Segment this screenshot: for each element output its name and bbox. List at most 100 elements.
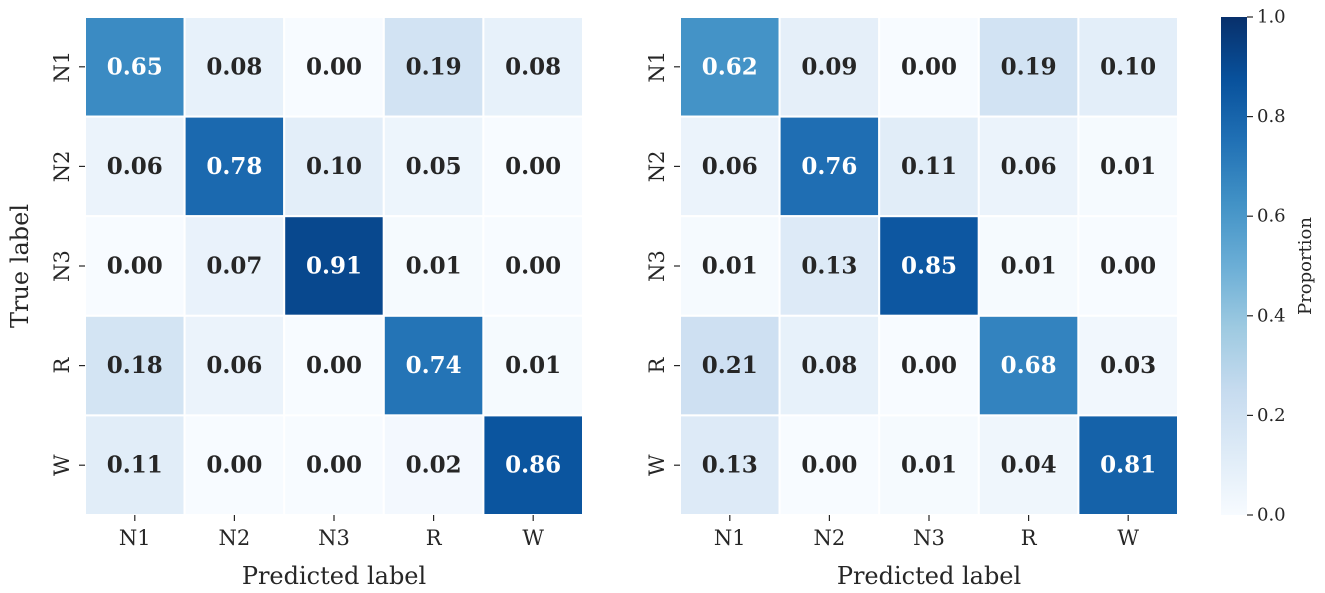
cell-value-label: 0.62 bbox=[702, 53, 758, 80]
heatmap-cell bbox=[1077, 414, 1180, 516]
cell-value-label: 0.65 bbox=[107, 53, 163, 80]
cell-value-label: 0.00 bbox=[901, 53, 957, 80]
heatmap-cell bbox=[1077, 16, 1180, 118]
cell-value-label: 0.11 bbox=[107, 452, 163, 479]
heatmap-cell bbox=[283, 414, 385, 516]
x-tick-label: N2 bbox=[814, 526, 846, 550]
x-tick-label: N1 bbox=[119, 526, 151, 550]
cell-value-label: 0.06 bbox=[702, 153, 758, 180]
heatmap-cell bbox=[183, 414, 286, 516]
cell-value-label: 0.01 bbox=[1001, 253, 1057, 280]
cell-value-label: 0.01 bbox=[505, 352, 561, 379]
cell-value-label: 0.11 bbox=[901, 153, 957, 180]
colorbar-tick-label: 0.2 bbox=[1257, 405, 1286, 426]
colorbar-ticks: 0.0 0.2 0.4 0.6 0.8 1.0 bbox=[1247, 7, 1286, 526]
heatmap-left: 0.65 0.08 0.00 0.19 0.08 0.06 0.78 0.10 0.05 0.00… bbox=[50, 16, 584, 550]
colorbar-tick-label: 1.0 bbox=[1257, 7, 1286, 28]
colorbar-tick-label: 0.8 bbox=[1257, 106, 1286, 127]
cell-value-label: 0.06 bbox=[206, 352, 262, 379]
cell-value-label: 0.21 bbox=[702, 352, 758, 379]
colorbar-label: Proportion bbox=[1295, 217, 1316, 315]
cell-value-label: 0.09 bbox=[801, 53, 857, 80]
cell-value-label: 0.08 bbox=[206, 53, 262, 80]
heatmap-cell bbox=[778, 16, 881, 118]
heatmap-cell bbox=[283, 16, 385, 118]
cell-value-label: 0.10 bbox=[1100, 53, 1156, 80]
heatmap-cell bbox=[878, 414, 980, 516]
cell-value-label: 0.06 bbox=[1001, 153, 1057, 180]
heatmap-cell bbox=[679, 414, 781, 516]
y-tick-label: W bbox=[645, 454, 669, 476]
cell-value-label: 0.81 bbox=[1100, 452, 1156, 479]
heatmap-cell bbox=[84, 16, 186, 118]
y-tick-label: N2 bbox=[50, 151, 74, 183]
cell-value-label: 0.08 bbox=[505, 53, 561, 80]
x-tick-label: W bbox=[522, 526, 544, 550]
cell-value-label: 0.74 bbox=[406, 352, 462, 379]
cell-value-label: 0.10 bbox=[306, 153, 362, 180]
cell-value-label: 0.00 bbox=[306, 352, 362, 379]
y-tick-label: N1 bbox=[50, 51, 74, 83]
heatmap-cell bbox=[283, 314, 385, 417]
heatmap-cell bbox=[977, 414, 1080, 516]
cell-value-label: 0.03 bbox=[1100, 352, 1156, 379]
heatmap-cell bbox=[382, 215, 485, 317]
cell-value-label: 0.00 bbox=[505, 253, 561, 280]
cell-value-label: 0.91 bbox=[306, 253, 362, 280]
x-tick-label: R bbox=[426, 526, 443, 550]
cell-value-label: 0.07 bbox=[206, 253, 262, 280]
cell-value-label: 0.05 bbox=[406, 153, 462, 180]
heatmap-cell bbox=[878, 115, 980, 218]
colorbar-tick-label: 0.4 bbox=[1257, 305, 1286, 326]
cell-value-label: 0.76 bbox=[801, 153, 857, 180]
cell-value-label: 0.01 bbox=[901, 452, 957, 479]
cell-value-label: 0.06 bbox=[107, 153, 163, 180]
cell-value-label: 0.00 bbox=[107, 253, 163, 280]
cell-value-label: 0.18 bbox=[107, 352, 163, 379]
x-tick-label: N3 bbox=[913, 526, 945, 550]
x-tick-label: W bbox=[1117, 526, 1139, 550]
y-tick-label: N2 bbox=[645, 151, 669, 183]
cell-value-label: 0.85 bbox=[901, 253, 957, 280]
heatmap-cell bbox=[778, 215, 881, 317]
cell-value-label: 0.78 bbox=[206, 153, 262, 180]
cell-value-label: 0.00 bbox=[505, 153, 561, 180]
cell-value-label: 0.00 bbox=[1100, 253, 1156, 280]
heatmap-right: 0.62 0.09 0.00 0.19 0.10 0.06 0.76 0.11 0.06 0.01… bbox=[645, 16, 1180, 550]
cell-value-label: 0.08 bbox=[801, 352, 857, 379]
heatmap-cell bbox=[878, 215, 980, 317]
heatmap-cell bbox=[482, 314, 584, 417]
heatmap-cell bbox=[84, 414, 186, 516]
cell-value-label: 0.01 bbox=[702, 253, 758, 280]
cell-value-label: 0.00 bbox=[306, 452, 362, 479]
heatmap-cell bbox=[382, 314, 485, 417]
y-tick-label: N1 bbox=[645, 51, 669, 83]
cell-value-label: 0.00 bbox=[206, 452, 262, 479]
heatmap-cell bbox=[977, 16, 1080, 118]
heatmap-cell bbox=[283, 115, 385, 218]
y-tick-label: N3 bbox=[645, 250, 669, 282]
x-axis-title-right: Predicted label bbox=[837, 562, 1021, 590]
heatmap-cell bbox=[977, 215, 1080, 317]
y-axis-title-left: True label bbox=[6, 204, 34, 328]
colorbar-tick-label: 0.6 bbox=[1257, 206, 1286, 227]
cell-value-label: 0.00 bbox=[801, 452, 857, 479]
heatmap-cell bbox=[878, 16, 980, 118]
cell-value-label: 0.02 bbox=[406, 452, 462, 479]
cell-value-label: 0.86 bbox=[505, 452, 561, 479]
heatmap-cell bbox=[183, 16, 286, 118]
x-tick-label: N1 bbox=[714, 526, 746, 550]
heatmap-cell bbox=[1077, 215, 1180, 317]
y-tick-label: W bbox=[50, 454, 74, 476]
cell-value-label: 0.68 bbox=[1001, 352, 1057, 379]
cell-value-label: 0.04 bbox=[1001, 452, 1057, 479]
x-tick-label: R bbox=[1021, 526, 1038, 550]
cell-value-label: 0.00 bbox=[306, 53, 362, 80]
x-axis-title-left: Predicted label bbox=[242, 562, 426, 590]
colorbar: 0.0 0.2 0.4 0.6 0.8 1.0 Proportion bbox=[1221, 7, 1316, 526]
cell-value-label: 0.19 bbox=[406, 53, 462, 80]
colorbar-gradient bbox=[1221, 17, 1247, 515]
heatmap-cell bbox=[183, 215, 286, 317]
y-tick-label: N3 bbox=[50, 250, 74, 282]
cell-value-label: 0.19 bbox=[1001, 53, 1057, 80]
